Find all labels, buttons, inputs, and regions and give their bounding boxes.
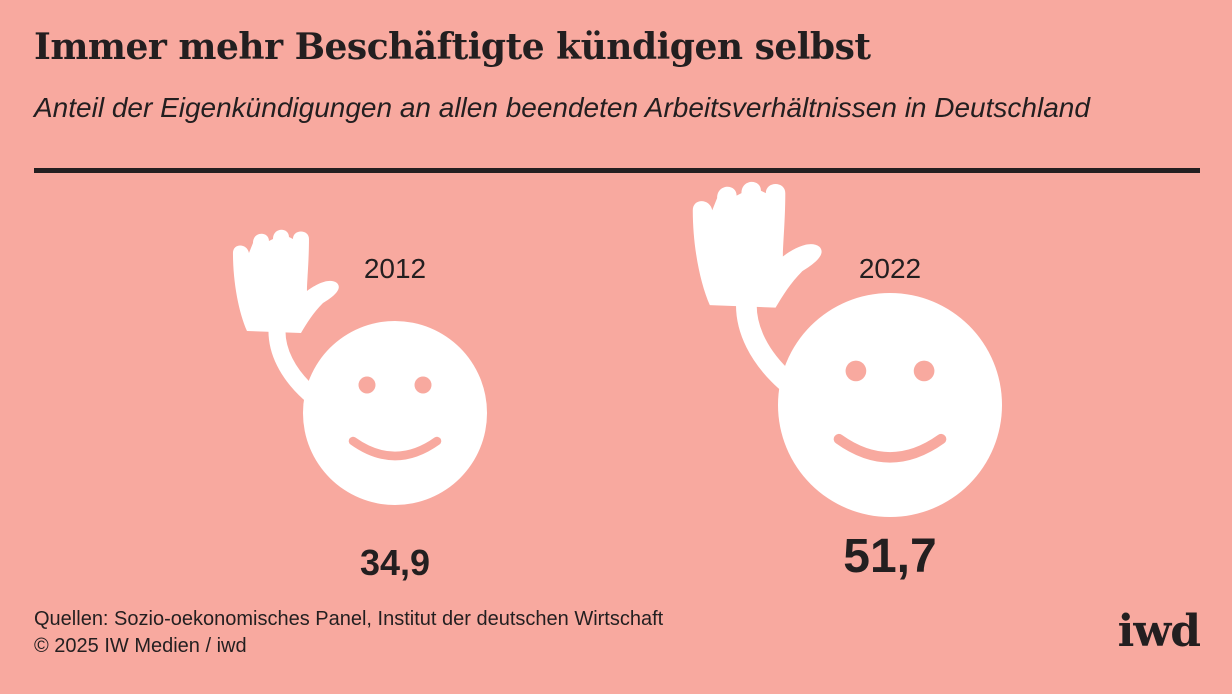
iwd-logo: iwd: [1117, 606, 1201, 657]
chart-title: Immer mehr Beschäftigte kündigen selbst: [34, 26, 871, 68]
hand-shape: [232, 229, 339, 333]
source-note: Quellen: Sozio-oekonomisches Panel, Inst…: [34, 608, 664, 630]
left-eye: [358, 376, 376, 394]
smile-shape: [348, 436, 442, 461]
value-label: 51,7: [843, 530, 936, 583]
waving-smiley-icon: [232, 229, 488, 506]
face-shape: [778, 293, 1002, 517]
smile-shape: [833, 433, 947, 463]
year-label: 2012: [364, 253, 426, 284]
year-label: 2022: [859, 253, 921, 284]
face-shape: [302, 320, 488, 506]
arm-shape: [268, 322, 318, 402]
waving-smiley-icon: [692, 181, 1002, 517]
right-eye: [913, 360, 935, 382]
left-eye: [845, 360, 867, 382]
copyright-note: © 2025 IW Medien / iwd: [34, 635, 247, 657]
footer: Quellen: Sozio-oekonomisches Panel, Inst…: [34, 606, 663, 660]
title-divider: [34, 168, 1200, 173]
chart-subtitle: Anteil der Eigenkündigungen an allen bee…: [34, 92, 1090, 123]
arm-shape: [736, 294, 796, 392]
hand-shape: [692, 181, 822, 308]
value-label: 34,9: [360, 542, 430, 583]
right-eye: [414, 376, 432, 394]
pictogram-chart: 2012 34,9 2022 51,7: [232, 181, 1002, 583]
